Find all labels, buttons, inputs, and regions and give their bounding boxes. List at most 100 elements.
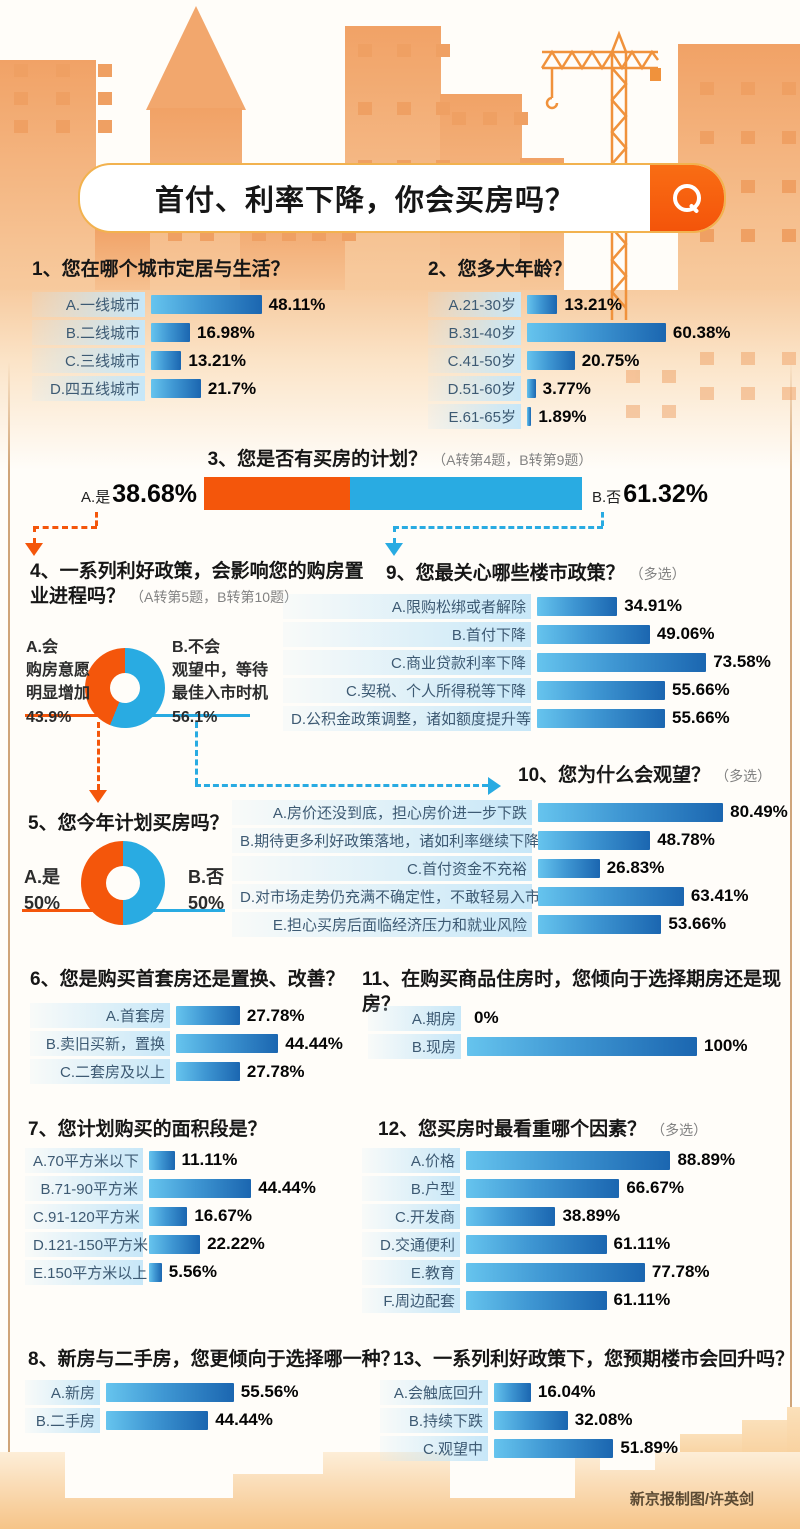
option-row: D.对市场走势仍充满不确定性，不敢轻易入市 63.41% (232, 883, 788, 909)
option-value: 55.66% (672, 708, 730, 727)
bar (151, 323, 191, 343)
option-value: 49.06% (656, 624, 715, 643)
option-value: 61.11% (613, 1234, 671, 1253)
option-label: E.61-65岁 (428, 404, 521, 430)
option-row: B.持续下跌 32.08% (380, 1407, 678, 1433)
bar (537, 624, 650, 644)
bar (527, 323, 666, 343)
q4-yes-label: A.会 购房意愿 明显增加 43.9% (26, 639, 91, 726)
option-row: B.71-90平方米 44.44% (25, 1175, 316, 1201)
chart-q10-title: 10、您为什么会观望？ （多选） (518, 764, 771, 789)
flow-arrow-q3-q4 (95, 512, 98, 526)
bar (494, 1410, 568, 1430)
search-button[interactable] (650, 165, 724, 231)
chart-q10: A.房价还没到底，担心房价进一步下跌 80.49% B.期待更多利好政策落地，诸如… (232, 799, 788, 942)
bar (151, 351, 182, 371)
bar (467, 1036, 697, 1056)
chart-q9: A.限购松绑或者解除 34.91% B.首付下降 49.06% C.商业贷款利率下降… (283, 593, 771, 736)
left-border-line (8, 118, 10, 1458)
option-row: A.21-30岁 13.21% (428, 292, 731, 318)
option-value: 44.44% (258, 1178, 316, 1197)
question-title: 2、您多大年龄？ (428, 259, 572, 280)
building-windows (626, 370, 676, 418)
chart-q3: 3、您是否有买房的计划？ （A转第4题，B转第9题） (0, 448, 800, 473)
option-label: B.71-90平方米 (25, 1175, 143, 1201)
option-label: C.三线城市 (32, 348, 145, 374)
bar (537, 680, 666, 700)
q5-yes-underline (22, 909, 123, 912)
option-row: C.二套房及以上 27.78% (30, 1059, 345, 1085)
option-row: C.三线城市 13.21% (32, 348, 325, 374)
option-label: D.51-60岁 (428, 376, 521, 402)
option-label: C.观望中 (380, 1435, 488, 1461)
building-windows (700, 352, 796, 400)
option-value: 38.89% (562, 1206, 621, 1225)
bar (527, 295, 558, 315)
bar (149, 1262, 162, 1282)
option-value: 80.49% (730, 802, 788, 821)
flow-arrow-q3-q9 (393, 526, 603, 529)
option-value: 27.78% (246, 1061, 305, 1081)
bar (527, 379, 536, 399)
house-roof (146, 6, 246, 110)
chart-q11: A.期房 0% B.现房 100% (368, 1005, 747, 1064)
bar (538, 886, 684, 906)
option-label: C.二套房及以上 (30, 1059, 170, 1085)
chart-q7-title: 7、您计划购买的面积段是？ (28, 1118, 267, 1143)
option-row: C.观望中 51.89% (380, 1435, 678, 1461)
option-value: 0% (474, 1008, 499, 1027)
option-value: 5.56% (168, 1262, 217, 1281)
bar (466, 1150, 671, 1170)
option-value: 55.66% (672, 680, 730, 699)
building-windows (14, 64, 112, 133)
option-row: B.二手房 44.44% (25, 1407, 298, 1433)
flow-arrow-q4-q10 (195, 722, 198, 784)
q3-no-segment (350, 477, 582, 510)
option-row: B.现房 100% (368, 1033, 747, 1059)
option-label: A.21-30岁 (428, 292, 521, 318)
bar (466, 1262, 645, 1282)
option-value: 44.44% (215, 1410, 273, 1429)
option-row: B.期待更多利好政策落地，诸如利率继续下降 48.78% (232, 827, 788, 853)
option-label: C.首付资金不充裕 (232, 855, 532, 881)
bar (538, 858, 600, 878)
bar (151, 295, 262, 315)
option-label: C.41-50岁 (428, 348, 521, 374)
chart-q13: A.会触底回升 16.04% B.持续下跌 32.08% C.观望中 51.89% (380, 1379, 678, 1466)
bar (466, 1234, 607, 1254)
flow-arrowhead-q5 (89, 790, 107, 803)
option-value: 11.11% (181, 1150, 238, 1169)
bar (466, 1290, 607, 1310)
bar (176, 1062, 240, 1082)
option-row: A.限购松绑或者解除 34.91% (283, 593, 771, 619)
option-label: A.新房 (25, 1379, 100, 1405)
option-label: A.限购松绑或者解除 (283, 593, 531, 619)
q3-stacked-bar (204, 477, 582, 510)
option-value: 61.11% (613, 1290, 671, 1309)
option-label: F.周边配套 (362, 1287, 460, 1313)
bottom-building (787, 1407, 800, 1460)
q3-yes-segment (204, 477, 351, 510)
option-value: 53.66% (668, 914, 727, 933)
question-title: 10、您为什么会观望？ （多选） (518, 765, 772, 786)
question-title: 13、一系列利好政策下，您预期楼市会回升吗？ (393, 1349, 795, 1370)
search-bar: 首付、利率下降，你会买房吗？ (78, 163, 726, 233)
option-label: A.70平方米以下 (25, 1147, 143, 1173)
option-value: 73.58% (713, 652, 771, 671)
chart-q2: 2、您多大年龄？ A.21-30岁 13.21% B.31-40岁 60.38% C… (428, 258, 731, 435)
option-value: 16.98% (197, 322, 255, 342)
q4-no-label: B.不会 观望中，等待 最佳入市时机 56.1% (172, 639, 269, 726)
q4-no-underline (125, 714, 250, 717)
option-label: B.31-40岁 (428, 320, 521, 346)
option-label: C.开发商 (362, 1203, 460, 1229)
bar (494, 1382, 531, 1402)
construction-crane (540, 30, 661, 320)
option-row: C.91-120平方米 16.67% (25, 1203, 316, 1229)
option-label: B.二线城市 (32, 320, 145, 346)
chart-q6: 6、您是购买首套房还是置换、改善？ A.首套房 27.78% B.卖旧买新，置换 4… (30, 968, 345, 1090)
option-label: E.担心买房后面临经济压力和就业风险 (232, 911, 532, 937)
chart-q7: A.70平方米以下 11.11% B.71-90平方米 44.44% C.91-12… (25, 1147, 316, 1290)
q3-yes-label: A.是38.68% (81, 480, 197, 508)
bar (538, 830, 651, 850)
option-label: D.对市场走势仍充满不确定性，不敢轻易入市 (232, 883, 540, 909)
